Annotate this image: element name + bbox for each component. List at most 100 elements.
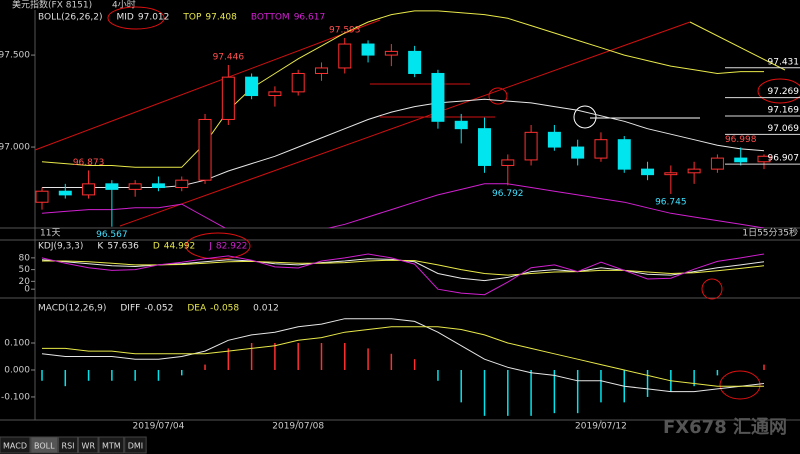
tab-background: [124, 436, 147, 454]
trend-line: [34, 19, 381, 151]
indicator-tab[interactable]: RSI: [58, 436, 79, 454]
status-left: 11天: [40, 229, 60, 239]
indicator-value: 97.408: [205, 13, 237, 23]
candle-body: [734, 157, 748, 163]
candle-body: [408, 50, 422, 74]
candle-body: [664, 172, 678, 176]
candle-body: [245, 76, 259, 97]
price-annotation: 97.446: [213, 53, 245, 63]
highlight-ellipse: [488, 87, 508, 105]
price-annotation: 97.593: [329, 25, 361, 35]
indicator-tab[interactable]: MTM: [98, 436, 125, 454]
price-level-label: 97.169: [768, 105, 800, 115]
highlight-circle: [573, 105, 597, 129]
indicator-value: -0.058: [210, 304, 239, 314]
y-tick-label: 80: [19, 253, 31, 263]
indicator-title: KDJ(9,3,3): [38, 242, 83, 252]
y-tick-label: 50: [19, 265, 31, 275]
indicator-value: 44.992: [164, 242, 196, 252]
candle-body: [710, 157, 724, 170]
candle-body: [221, 76, 235, 120]
candle-body: [58, 190, 72, 196]
indicator-value: 82.922: [216, 242, 248, 252]
candle-body: [151, 183, 165, 189]
y-tick-label: 97.000: [0, 143, 30, 153]
indicator-title: MACD(12,26,9): [38, 304, 106, 314]
candle-body: [105, 183, 119, 190]
indicator-value: 97.012: [138, 13, 170, 23]
candle-body: [571, 146, 585, 159]
candle-body: [524, 131, 538, 161]
indicator-name: J: [208, 242, 212, 252]
candle-body: [594, 139, 608, 159]
instrument-title: 美元指数(FX 8151): [12, 0, 92, 11]
indicator-name: K: [97, 242, 104, 252]
price-annotation: 96.745: [655, 197, 687, 207]
candle-body: [757, 155, 771, 163]
candle-body: [198, 118, 212, 181]
indicator-line: [42, 326, 764, 387]
indicator-line: [41, 253, 765, 296]
price-annotation: 96.998: [725, 135, 757, 145]
candle-body: [82, 183, 96, 196]
candle-body: [501, 159, 515, 166]
highlight-ellipse: [185, 232, 251, 260]
tab-label: RSI: [62, 442, 75, 451]
y-tick-label: -0.100: [1, 392, 30, 402]
indicator-value: 0.012: [253, 304, 279, 314]
indicator-title: BOLL(26,26,2): [38, 13, 103, 23]
candle-body: [687, 168, 701, 174]
candle-body: [175, 179, 189, 189]
price-level-label: 97.069: [768, 124, 800, 134]
trend-line: [689, 21, 786, 71]
status-right: 1日55分35秒: [742, 227, 798, 239]
tab-background: [58, 436, 79, 454]
candle-body: [291, 72, 305, 93]
candle-body: [384, 50, 398, 56]
candle-body: [361, 43, 375, 56]
candle-body: [478, 128, 492, 166]
candle-body: [617, 139, 631, 170]
y-tick-label: 0.000: [4, 365, 30, 375]
indicator-tab[interactable]: WR: [78, 436, 99, 454]
x-tick-label: 2019/07/12: [575, 422, 627, 432]
highlight-ellipse: [757, 78, 800, 104]
tab-background: [78, 436, 99, 454]
price-level-label: 96.907: [768, 154, 800, 164]
highlight-ellipse: [701, 278, 723, 300]
tab-label: MACD: [3, 442, 27, 451]
price-level-label: 97.431: [768, 57, 800, 67]
indicator-name: DIFF: [120, 304, 140, 314]
tab-label: BOLL: [34, 442, 55, 451]
highlight-ellipse: [107, 6, 165, 30]
indicator-tab[interactable]: DMI: [124, 436, 147, 454]
candle-body: [128, 183, 142, 190]
x-tick-label: 2019/07/08: [272, 422, 324, 432]
indicator-name: D: [153, 242, 160, 252]
tab-label: DMI: [128, 442, 143, 451]
y-tick-label: 0.100: [4, 339, 30, 349]
indicator-name: DEA: [187, 304, 207, 314]
indicator-value: -0.052: [144, 304, 173, 314]
indicator-name: TOP: [182, 13, 202, 23]
candle-body: [431, 72, 445, 122]
y-tick-label: 0: [24, 285, 30, 295]
candle-body: [454, 120, 468, 130]
candle-body: [35, 190, 49, 203]
tab-background: [0, 436, 31, 454]
candle-body: [268, 91, 282, 97]
candle-body: [547, 131, 561, 148]
y-tick-label: 97.500: [0, 51, 30, 61]
price-annotation: 96.873: [73, 158, 105, 168]
tab-background: [98, 436, 125, 454]
tab-background: [30, 436, 59, 454]
indicator-line: [41, 10, 764, 168]
x-tick-label: 2019/07/04: [133, 422, 185, 432]
price-level-label: 97.269: [768, 87, 800, 97]
indicator-tab[interactable]: BOLL: [30, 436, 59, 454]
indicator-tab[interactable]: MACD: [0, 436, 31, 454]
period: 4小时: [112, 0, 136, 11]
indicator-value: 57.636: [107, 242, 139, 252]
